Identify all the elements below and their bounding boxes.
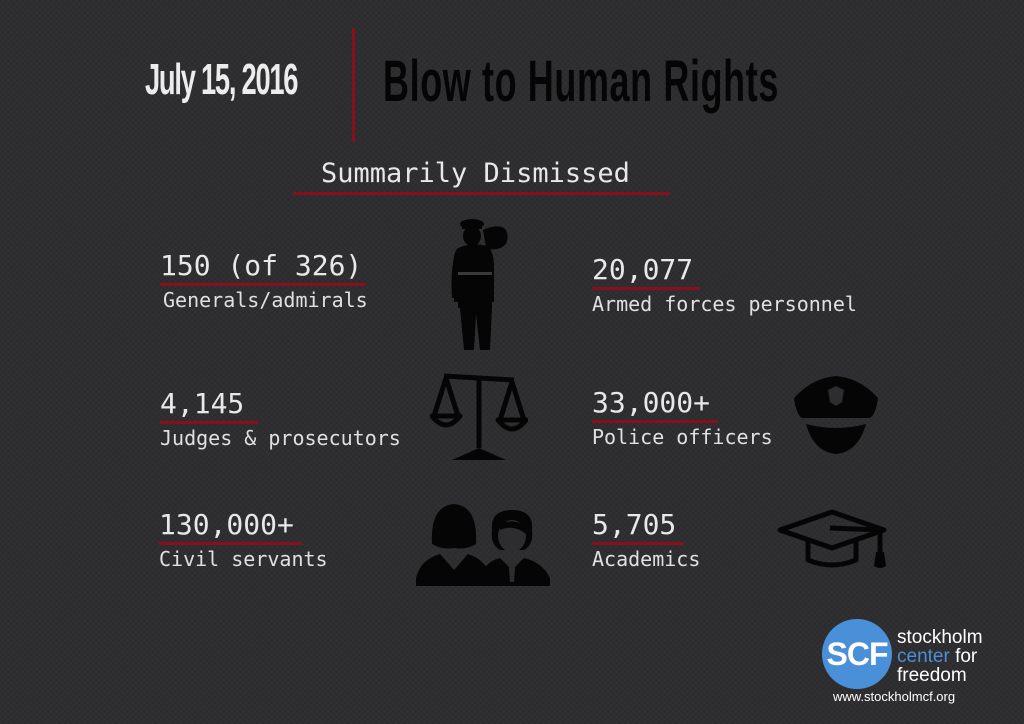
stat-generals: 150 (of 326) Generals/admirals [160, 250, 368, 313]
stat-value: 33,000+ [592, 386, 711, 419]
stat-label: Armed forces personnel [592, 292, 857, 316]
scf-logo-circle [822, 619, 892, 689]
civil-servants-icon [416, 504, 550, 586]
stat-label: Judges & prosecutors [160, 426, 401, 450]
section-underline [293, 192, 670, 195]
stat-label: Academics [592, 547, 701, 571]
stat-underline [160, 283, 366, 286]
stat-value: 5,705 [592, 508, 677, 541]
stat-underline [592, 542, 684, 545]
header-divider [352, 28, 355, 142]
stat-label: Civil servants [159, 547, 328, 571]
date-heading: July 15, 2016 [145, 55, 298, 104]
logo-center-word: center [897, 646, 950, 667]
scf-logo-text: stockholm center for freedom [897, 628, 983, 685]
logo-line-stockholm: stockholm [897, 627, 983, 648]
logo-line-freedom: freedom [897, 665, 967, 686]
section-title: Summarily Dismissed [321, 158, 630, 189]
stat-underline [592, 420, 718, 423]
logo-for-word: for [949, 646, 978, 667]
stat-value: 4,145 [160, 387, 245, 420]
scales-of-justice-icon [430, 373, 528, 460]
stat-underline [592, 287, 700, 290]
stat-label: Generals/admirals [163, 288, 368, 312]
scf-logo-mark: SCF [826, 636, 889, 672]
stat-civil-servants: 130,000+ Civil servants [159, 509, 328, 572]
stat-police: 33,000+ Police officers [592, 387, 773, 450]
stat-judges: 4,145 Judges & prosecutors [160, 388, 401, 451]
stat-value: 150 (of 326) [160, 249, 363, 282]
stat-armed-forces: 20,077 Armed forces personnel [592, 254, 857, 317]
stat-label: Police officers [592, 425, 773, 449]
graduation-cap-icon [777, 509, 887, 568]
police-cap-icon [794, 376, 878, 454]
saluting-soldier-icon [451, 219, 508, 350]
stat-academics: 5,705 Academics [592, 509, 700, 572]
stat-value: 130,000+ [159, 508, 294, 541]
logo-line-center-for: center for [897, 647, 983, 666]
stat-underline [159, 542, 302, 545]
page-title: Blow to Human Rights [383, 49, 779, 114]
stat-underline [160, 421, 258, 424]
stat-value: 20,077 [592, 253, 694, 286]
website-url: www.stockholmcf.org [833, 689, 956, 704]
